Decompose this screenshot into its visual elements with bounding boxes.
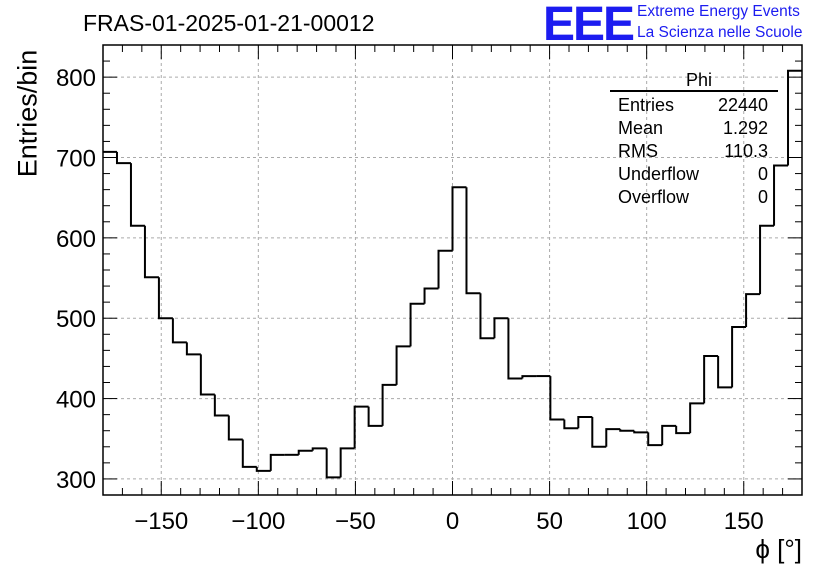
grid-lines	[103, 45, 802, 495]
histogram-bin	[591, 417, 607, 448]
histogram-bin	[619, 429, 635, 432]
histogram-bin	[717, 355, 733, 389]
histogram-bin	[493, 317, 509, 339]
histogram-bin	[129, 163, 145, 227]
y-tick-label: 400	[56, 387, 96, 414]
x-axis-label: ϕ [°]	[755, 534, 802, 564]
stats-value: 22440	[717, 95, 768, 115]
histogram-bin	[577, 416, 593, 429]
stats-name: Phi	[685, 70, 712, 90]
x-tick-label: −50	[335, 508, 376, 535]
stats-label: Underflow	[618, 164, 700, 184]
stats-value: 0	[757, 187, 768, 207]
stats-value: 110.3	[724, 141, 768, 161]
histogram-bin	[703, 354, 719, 404]
x-tick-label: −100	[231, 508, 285, 535]
x-tick-label: 100	[627, 508, 667, 535]
histogram-bin	[227, 415, 243, 441]
x-tick-label: 0	[446, 508, 459, 535]
eee-logo-line2: La Scienza nelle Scuole	[637, 24, 803, 41]
y-axis-label: Entries/bin	[12, 49, 43, 178]
histogram-bin	[745, 293, 761, 328]
histogram-bin	[759, 224, 775, 295]
stats-row-rms: RMS 110.3	[610, 140, 778, 163]
stats-row-mean: Mean 1.292	[610, 117, 778, 140]
histogram-bin	[255, 466, 271, 472]
y-tick-label: 700	[56, 146, 96, 173]
histogram-bin	[185, 342, 201, 356]
histogram-bin	[563, 419, 579, 430]
x-tick-label: 50	[536, 508, 563, 535]
tick-labels: −150 −100 −50 0 50 100 150 300 400 500 600 700 800	[56, 65, 764, 535]
histogram-bin	[409, 302, 425, 347]
stats-label: RMS	[618, 141, 658, 161]
eee-logo-mark: EEE	[543, 0, 635, 51]
stats-value: 0	[757, 164, 768, 184]
histogram-bin	[675, 425, 691, 435]
histogram-bin	[465, 187, 481, 295]
histogram-bin	[661, 424, 677, 446]
histogram-bin	[549, 376, 565, 421]
histogram-bin	[451, 186, 467, 251]
histogram-bin	[171, 318, 187, 344]
stats-box: Phi Entries 22440 Mean 1.292 RMS 110.3 Unde…	[610, 70, 778, 209]
histogram-bin	[157, 277, 173, 320]
histogram-bin	[213, 394, 229, 417]
histogram-bin	[787, 69, 802, 166]
page-title: FRAS-01-2025-01-21-00012	[83, 10, 375, 36]
histogram-bin	[423, 287, 439, 304]
histogram-bin	[311, 447, 327, 451]
y-tick-label: 600	[56, 226, 96, 253]
histogram-bin	[731, 326, 747, 388]
histogram-bin	[605, 428, 621, 447]
histogram-bin	[381, 383, 397, 426]
histogram-bin	[507, 318, 523, 380]
histogram-bin	[437, 249, 453, 289]
histogram-bin	[241, 439, 257, 468]
axis-ticks	[102, 44, 803, 496]
histogram-bin	[199, 354, 215, 396]
x-tick-label: 150	[724, 508, 764, 535]
histogram-bin	[773, 164, 789, 226]
stats-row-underflow: Underflow 0	[610, 163, 778, 186]
histogram-bin	[269, 453, 285, 471]
x-tick-label: −150	[134, 508, 188, 535]
y-tick-label: 800	[56, 65, 96, 92]
stats-row-entries: Entries 22440	[610, 94, 778, 117]
histogram-bin	[353, 405, 369, 449]
histogram-bin	[521, 375, 537, 379]
stats-label: Overflow	[618, 187, 690, 207]
histogram-bin	[115, 151, 131, 165]
stats-label: Mean	[618, 118, 664, 138]
histogram-bin	[143, 225, 159, 279]
histogram-bin	[325, 448, 341, 479]
stats-row-overflow: Overflow 0	[610, 186, 778, 209]
histogram-bars	[103, 69, 802, 479]
histogram-bin	[297, 449, 313, 455]
y-tick-label: 500	[56, 306, 96, 333]
histogram-bin	[479, 293, 495, 340]
histogram-bin	[367, 406, 383, 427]
histogram-bin	[395, 345, 411, 385]
stats-label: Entries	[618, 95, 675, 115]
stats-rule	[610, 90, 778, 92]
histogram-bin	[339, 447, 355, 478]
stats-value: 1.292	[722, 118, 768, 138]
histogram-bin	[689, 402, 705, 434]
histogram-bin	[633, 430, 649, 434]
histogram-bin	[647, 432, 663, 447]
y-tick-label: 300	[56, 467, 96, 494]
eee-logo-line1: Extreme Energy Events	[637, 3, 800, 20]
